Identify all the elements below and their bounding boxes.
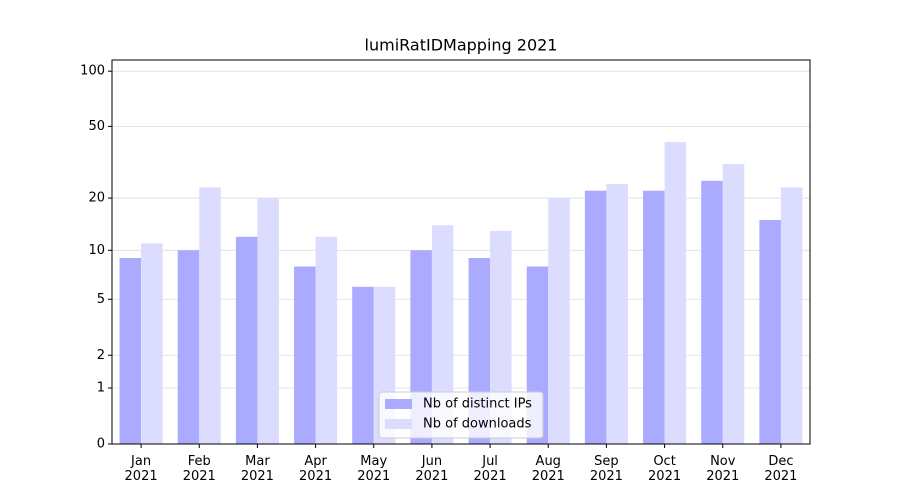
legend-swatch [385, 399, 412, 409]
legend-swatch [385, 419, 412, 429]
y-tick-label: 50 [88, 119, 105, 134]
bar [235, 236, 258, 444]
legend-box [378, 391, 544, 439]
bar [664, 142, 687, 444]
bar [199, 187, 221, 444]
bar [257, 198, 279, 444]
x-tick-label: Jul 2021 [474, 454, 507, 484]
bar [431, 225, 454, 444]
x-tick-label: Sep 2021 [590, 454, 623, 484]
bar [701, 180, 723, 444]
x-tick-label: Aug 2021 [532, 454, 565, 484]
bar [141, 243, 163, 444]
bar [177, 250, 200, 444]
bar [315, 236, 338, 444]
x-tick-label: Jan 2021 [125, 454, 158, 484]
legend-label: Nb of downloads [423, 417, 532, 432]
x-tick-label: Dec 2021 [764, 454, 797, 484]
x-tick-label: May 2021 [357, 454, 390, 484]
x-tick-label: Mar 2021 [241, 454, 274, 484]
bar [606, 183, 628, 444]
x-tick-label: Feb 2021 [183, 454, 216, 484]
bar [119, 257, 142, 444]
bar [722, 164, 745, 444]
bar [548, 198, 570, 444]
legend: Nb of distinct IPs Nb of downloads [378, 391, 544, 439]
bar [352, 286, 374, 444]
y-tick-label: 1 [97, 381, 105, 396]
bar [490, 230, 512, 444]
y-tick-label: 0 [97, 437, 105, 452]
bar [584, 190, 607, 444]
y-tick-label: 20 [88, 191, 105, 206]
y-tick-label: 5 [97, 292, 105, 307]
x-tick-label: Jun 2021 [415, 454, 448, 484]
bar [643, 190, 665, 444]
y-tick-label: 10 [88, 243, 105, 258]
bar [294, 266, 316, 444]
bar [780, 187, 803, 444]
y-tick-label: 2 [97, 348, 105, 363]
x-tick-label: Oct 2021 [648, 454, 681, 484]
bar [759, 220, 781, 444]
legend-label: Nb of distinct IPs [423, 397, 532, 412]
x-tick-label: Nov 2021 [706, 454, 739, 484]
x-tick-label: Apr 2021 [299, 454, 332, 484]
y-tick-label: 100 [80, 64, 105, 79]
plot-frame [111, 59, 811, 445]
chart-title: lumiRatIDMapping 2021 [365, 36, 558, 55]
